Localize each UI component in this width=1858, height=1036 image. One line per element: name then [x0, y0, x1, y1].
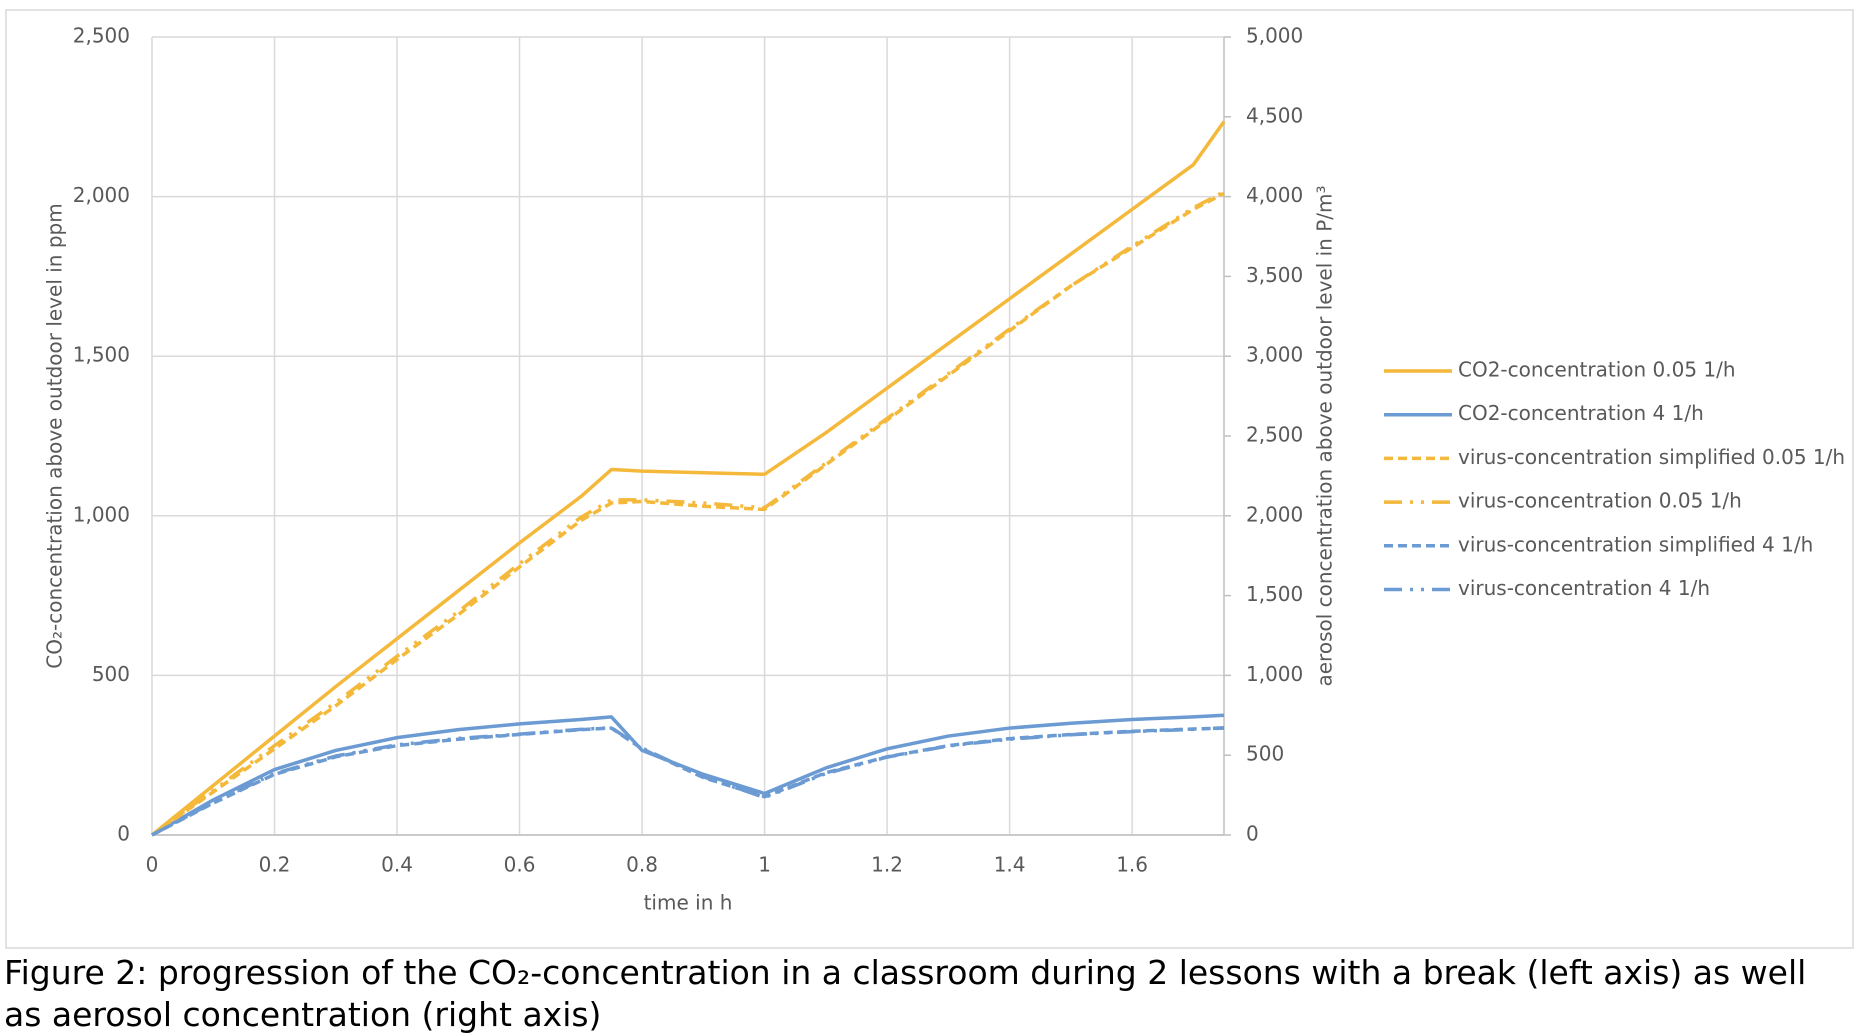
chart-border: [5, 9, 1854, 949]
x-tick-label: 0.4: [381, 853, 413, 877]
y2-tick-label: 1,000: [1246, 662, 1303, 686]
y2-tick-label: 4,500: [1246, 103, 1303, 127]
chart: time in h CO₂-concentration above outdoo…: [5, 9, 1854, 949]
y-axis-label: CO₂-concentration above outdoor level in…: [43, 203, 67, 668]
caption: Figure 2: progression of the CO₂-concent…: [4, 953, 1807, 1034]
legend-label: CO2-concentration 4 1/h: [1458, 401, 1704, 425]
legend-label: virus-concentration simplified 0.05 1/h: [1458, 445, 1845, 469]
y-tick-label: 2,500: [73, 24, 130, 48]
legend-label: virus-concentration 0.05 1/h: [1458, 489, 1742, 513]
legend-label: CO2-concentration 0.05 1/h: [1458, 358, 1736, 382]
legend-label: virus-concentration simplified 4 1/h: [1458, 532, 1813, 556]
y-tick-label: 500: [92, 662, 130, 686]
x-axis-label: time in h: [644, 891, 733, 915]
legend-label: virus-concentration 4 1/h: [1458, 576, 1710, 600]
y-tick-label: 1,000: [73, 502, 130, 526]
y2-tick-label: 2,000: [1246, 502, 1303, 526]
y2-axis-label: aerosol concentration above outdoor leve…: [1313, 185, 1337, 686]
y2-tick-label: 1,500: [1246, 582, 1303, 606]
series-line: [150, 190, 1225, 837]
series-line: [151, 726, 1225, 837]
x-tick-label: 0.6: [504, 853, 536, 877]
series-line: [150, 120, 1226, 837]
x-tick-label: 0.2: [259, 853, 291, 877]
y2-tick-label: 3,000: [1246, 343, 1303, 367]
y2-tick-label: 0: [1246, 822, 1259, 846]
x-tick-label: 1.4: [994, 853, 1026, 877]
y2-tick-label: 5,000: [1246, 24, 1303, 48]
series-line: [151, 725, 1225, 837]
y2-tick-label: 2,500: [1246, 423, 1303, 447]
y2-tick-label: 500: [1246, 742, 1284, 766]
x-tick-label: 0: [146, 853, 159, 877]
y2-tick-label: 3,500: [1246, 263, 1303, 287]
x-tick-label: 1.6: [1116, 853, 1148, 877]
x-tick-label: 0.8: [626, 853, 658, 877]
y2-tick-label: 4,000: [1246, 183, 1303, 207]
x-tick-label: 1: [758, 853, 771, 877]
y-tick-label: 1,500: [73, 343, 130, 367]
y-tick-label: 2,000: [73, 183, 130, 207]
x-tick-label: 1.2: [871, 853, 903, 877]
y-tick-label: 0: [117, 822, 130, 846]
